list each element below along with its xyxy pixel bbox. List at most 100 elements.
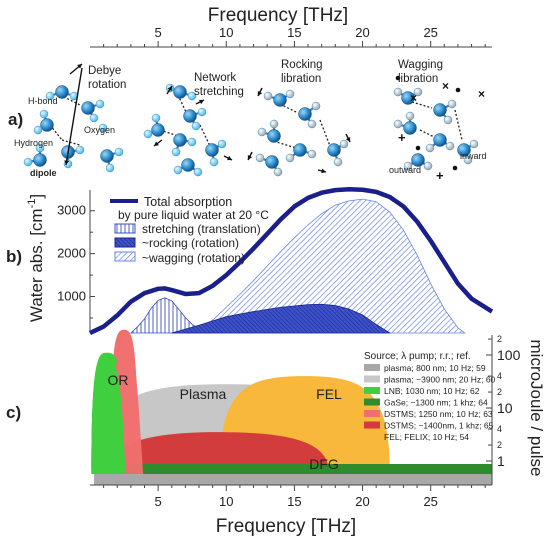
arrow-head [167, 86, 172, 91]
arrow-head [257, 91, 263, 96]
hydrogen-atom [311, 101, 321, 111]
inward-dot [395, 75, 401, 81]
hydrogen-atom [217, 139, 227, 149]
hydrogen-atom [151, 113, 161, 123]
legend-source-label: DSTMS; 1250 nm; 10 Hz; 63 [384, 409, 493, 419]
source-area-plasma-800 [94, 474, 492, 485]
oxygen-atom [265, 155, 279, 169]
hydrogen-atom [307, 149, 317, 159]
atom-label-inward: inward [460, 151, 487, 161]
hydrogen-atom [425, 143, 435, 153]
hydrogen-atom [263, 91, 273, 101]
arrow-head [77, 64, 82, 69]
oxygen-atom [173, 133, 187, 147]
arrow-head [321, 168, 326, 174]
hydrogen-atom [143, 129, 153, 139]
hydrogen-atom [469, 139, 479, 149]
panel-a-molecules: a) × × × + + Debye rotation Network stretching R… [8, 59, 487, 183]
hydrogen-atom [403, 161, 413, 171]
legend-subtitle: by pure liquid water at 20 °C [118, 208, 269, 222]
oxygen-atom [433, 133, 447, 147]
bottom-axis-title: Frequency [THz] [216, 516, 356, 537]
hydrogen-atom [35, 143, 45, 153]
top-tick-label: 25 [423, 25, 437, 40]
hydrogen-atom [255, 153, 265, 163]
legend-swatch [364, 387, 380, 394]
hydrogen-atom [173, 165, 183, 175]
legend-source-label: plasma; ~3900 nm; 20 Hz; 60 [384, 375, 496, 385]
oxygen-atom [457, 143, 471, 157]
hydrogen-bond [279, 103, 297, 113]
panel-b-absorption: b) Water abs. [cm-1] 1000 2000 3000 Total … [6, 187, 494, 336]
arrow-head [247, 155, 253, 160]
oxygen-atom [267, 129, 281, 143]
hydrogen-bond [49, 124, 63, 141]
mode-debye-rotation [23, 63, 124, 173]
hydrogen-atom [39, 109, 49, 119]
top-tick-label: 15 [287, 25, 301, 40]
hydrogen-atom [89, 113, 99, 123]
wagging-area [185, 198, 466, 334]
hydrogen-atom [445, 141, 455, 151]
oxygen-atom [433, 103, 447, 117]
panel-b-label: b) [6, 247, 22, 266]
hydrogen-bond [319, 119, 331, 147]
b-ytick-label: 1000 [57, 289, 86, 304]
legend-total-label: Total absorption [144, 195, 232, 209]
wag-plus-marker: + [398, 130, 406, 145]
hydrogen-atom [257, 127, 267, 137]
oxygen-atom [55, 85, 69, 99]
panel-c-ylabel: microJoule / pulse [527, 339, 546, 476]
legend-source-label: plasma; 800 nm; 10 Hz; 59 [384, 363, 486, 373]
legend-source-label: FEL; FELIX; 10 Hz; 54 [384, 432, 469, 442]
mode-title-line: Debye [88, 65, 121, 77]
top-axis: Frequency [THz] 5 10 15 20 25 [90, 5, 492, 48]
c-minor-tick-label: 2 [497, 440, 502, 450]
atom-label-dipole: dipole [30, 168, 57, 178]
panel-c-sources: c) OR Plasma FEL DFG 1 10 100 2 4 2 4 2 microJoule… [6, 329, 546, 485]
hydrogen-atom [171, 147, 181, 157]
motion-arrow [65, 67, 83, 166]
wag-cross-marker: × [442, 79, 449, 93]
mode-title-line: Wagging [398, 59, 443, 71]
hydrogen-atom [95, 99, 105, 109]
hydrogen-atom [463, 155, 473, 165]
bottom-tick-label: 10 [219, 494, 233, 509]
panel-b-ylabel-main: Water abs. [cm [27, 208, 46, 322]
legend-swatch [364, 421, 380, 429]
panel-c-region-labels: OR Plasma FEL DFG [108, 372, 343, 472]
hydrogen-atom [23, 157, 33, 167]
inward-dot [455, 87, 461, 93]
source-area-dstms-5 [110, 432, 329, 471]
mode-title-line: libration [398, 73, 438, 85]
region-label-dfg: DFG [309, 456, 339, 472]
panel-b-series [89, 187, 494, 336]
hydrogen-atom [114, 147, 124, 157]
hydrogen-atom [98, 123, 108, 133]
panel-c-legend: Source; λ pump; r.r.; ref. plasma; 800 n… [364, 351, 496, 442]
mode-title-line: stretching [194, 86, 244, 98]
panel-c-label: c) [6, 403, 21, 422]
hydrogen-atom [393, 87, 403, 97]
arrow-head [227, 155, 232, 161]
hydrogen-atom [443, 115, 453, 125]
legend-swatch [364, 410, 380, 417]
hydrogen-atom [339, 139, 349, 149]
legend-source-label: GaSe; ~1300 nm; 1 khz; 64 [384, 398, 488, 408]
legend-source-label: DSTMS; ~1400nm, 1 khz; 65 [384, 421, 494, 431]
hydrogen-atom [197, 107, 207, 117]
c-minor-tick-label: 4 [497, 371, 502, 381]
arrow-head [199, 99, 204, 105]
mode-title-line: Rocking [281, 59, 323, 71]
legend-rocking-swatch [114, 237, 136, 248]
bottom-tick-label: 5 [155, 494, 162, 509]
source-area-gase-band [94, 464, 492, 474]
oxygen-atom [298, 107, 312, 121]
atom-label-oxygen: Oxygen [84, 125, 115, 135]
mode-titles: Debye rotation Network stretching Rocking lib… [88, 59, 443, 98]
panel-a-label: a) [8, 110, 23, 129]
oxygen-atom [205, 143, 219, 157]
wag-plus-marker: + [436, 168, 444, 183]
legend-stretching-label: stretching (translation) [142, 222, 261, 236]
